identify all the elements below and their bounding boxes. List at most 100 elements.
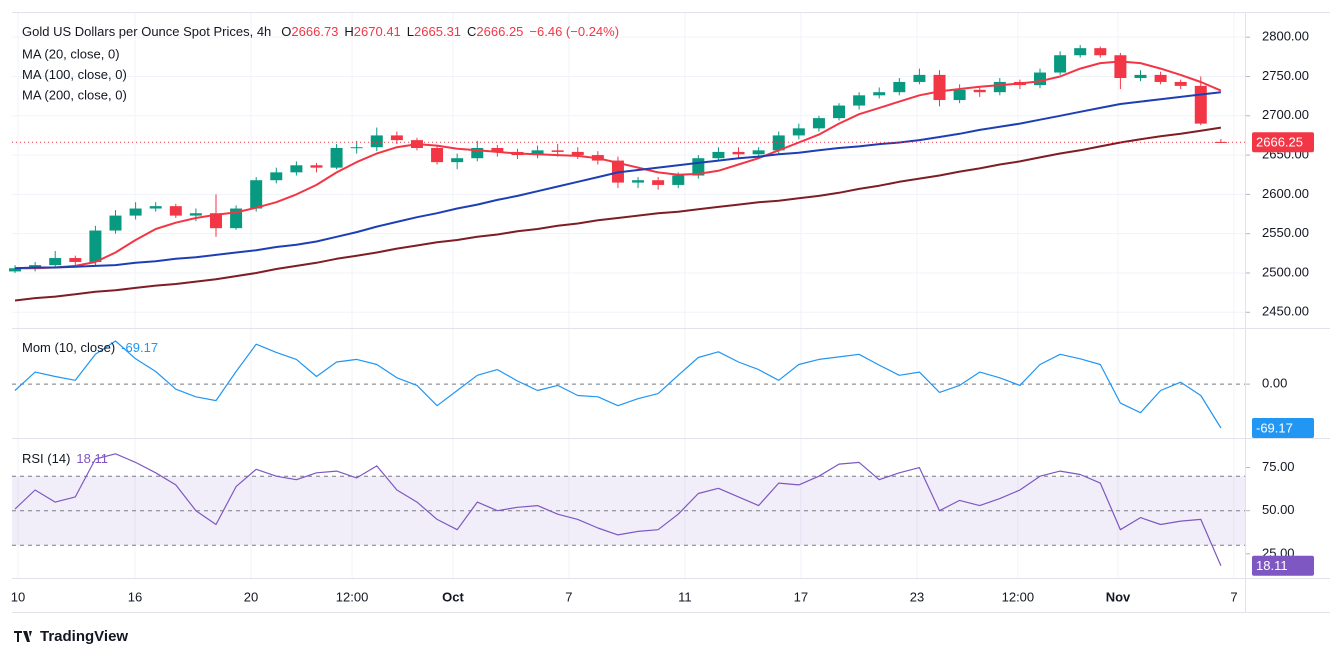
candle-body	[752, 150, 765, 155]
pane-value: -69.17	[121, 340, 158, 355]
y-tick-label: 0.00	[1262, 376, 1287, 391]
candle-body	[149, 206, 162, 209]
x-tick-label: 12:00	[1002, 589, 1035, 604]
price-badge	[1252, 417, 1314, 438]
pane-title: Mom (10, close)	[22, 340, 115, 355]
x-tick-label: 20	[244, 589, 258, 604]
candle-body	[1114, 55, 1127, 79]
ohlc-value: 2666.25	[476, 24, 523, 39]
price-badge-label: 18.11	[1256, 558, 1288, 573]
candle-body	[913, 74, 926, 82]
legend-entry: MA (100, close, 0)	[22, 67, 127, 82]
legend-header: Gold US Dollars per Ounce Spot Prices, 4…	[22, 24, 619, 39]
candle-body	[250, 180, 263, 209]
y-tick-label: 2500.00	[1262, 264, 1309, 279]
candle-body	[1134, 74, 1147, 79]
candle-body	[853, 95, 866, 106]
candle-body	[89, 230, 102, 262]
candle-body	[169, 206, 182, 216]
candle-body	[471, 147, 484, 159]
x-tick-label: Oct	[442, 589, 464, 604]
line	[14, 91, 1222, 270]
chart-title: Gold US Dollars per Ounce Spot Prices, 4…	[22, 24, 271, 39]
candle-body	[129, 208, 142, 216]
candle-body	[933, 74, 946, 101]
candle-body	[451, 158, 464, 163]
candle-body	[1174, 81, 1187, 86]
candle-body	[209, 213, 222, 229]
candle-body	[652, 180, 665, 185]
ohlc-label: L	[407, 24, 414, 39]
candle-body	[792, 128, 805, 136]
price-badge	[1252, 555, 1314, 576]
line	[15, 60, 1222, 270]
logo-icon	[14, 631, 32, 642]
x-tick-label: 23	[910, 589, 924, 604]
candle-body	[310, 165, 323, 168]
candle-body	[1154, 74, 1167, 82]
candle-body	[772, 135, 785, 151]
y-tick-label: 2550.00	[1262, 225, 1309, 240]
candle-body	[350, 147, 363, 149]
candle-body	[953, 89, 966, 101]
x-tick-label: 7	[565, 589, 572, 604]
y-tick-label: 2450.00	[1262, 304, 1309, 319]
candle-body	[49, 258, 62, 266]
ohlc-value: 2665.31	[414, 24, 461, 39]
brand-text: TradingView	[40, 628, 128, 645]
candle-body	[290, 165, 303, 173]
price-badge-label: 2666.25	[1256, 135, 1303, 150]
line	[14, 453, 1222, 566]
x-tick-label: Nov	[1106, 589, 1131, 604]
candle-body	[370, 135, 383, 148]
candle-body	[1094, 48, 1107, 56]
candle-body	[712, 151, 725, 159]
candle-body	[632, 180, 645, 183]
ohlc-label: C	[467, 24, 476, 39]
x-tick-label: 7	[1230, 589, 1237, 604]
candle-body	[571, 151, 584, 156]
candle-body	[732, 151, 745, 155]
candle-body	[873, 92, 886, 96]
line	[14, 126, 1222, 302]
y-tick-label: 2800.00	[1262, 29, 1309, 44]
line	[14, 340, 1222, 429]
change-label: −6.46 (−0.24%)	[529, 24, 619, 39]
candle-body	[1194, 85, 1207, 124]
pane-legend: RSI (14) 18.11	[22, 451, 108, 466]
price-badge-label: -69.17	[1256, 420, 1293, 435]
y-tick-label: 2600.00	[1262, 186, 1309, 201]
x-tick-label: 16	[128, 589, 142, 604]
candle-body	[109, 215, 122, 231]
candle-body	[973, 89, 986, 93]
y-tick-label: 50.00	[1262, 502, 1295, 517]
pane-value: 18.11	[76, 451, 108, 466]
x-tick-label: 17	[794, 589, 808, 604]
candle-body	[551, 150, 564, 152]
ohlc-value: 2666.73	[291, 24, 338, 39]
candle-body	[431, 147, 444, 163]
ohlc-label: O	[281, 24, 291, 39]
candle-body	[390, 135, 403, 141]
pane-legend: Mom (10, close) -69.17	[22, 340, 158, 355]
legend-entry: MA (200, close, 0)	[22, 87, 127, 102]
candle-body	[993, 81, 1006, 93]
ohlc-label: H	[344, 24, 353, 39]
candle-body	[1034, 72, 1047, 86]
chart-layer: 10 16 20 12:00 Oct 7 11 17 23 12:00 Nov 7 2450.00 250…	[9, 12, 1314, 604]
candle-body	[1074, 48, 1087, 56]
candle-body	[270, 172, 283, 181]
candle-body	[69, 258, 82, 262]
candle-body	[531, 150, 544, 156]
candle-body	[1054, 55, 1067, 73]
candle-body	[330, 147, 343, 168]
ohlc-value: 2670.41	[354, 24, 401, 39]
x-tick-label: 10	[11, 589, 25, 604]
x-tick-label: 11	[678, 589, 692, 604]
brand-logo: TradingView	[14, 628, 128, 645]
pane-title: RSI (14)	[22, 451, 70, 466]
price-badge	[1252, 132, 1314, 153]
candle-body	[893, 81, 906, 93]
